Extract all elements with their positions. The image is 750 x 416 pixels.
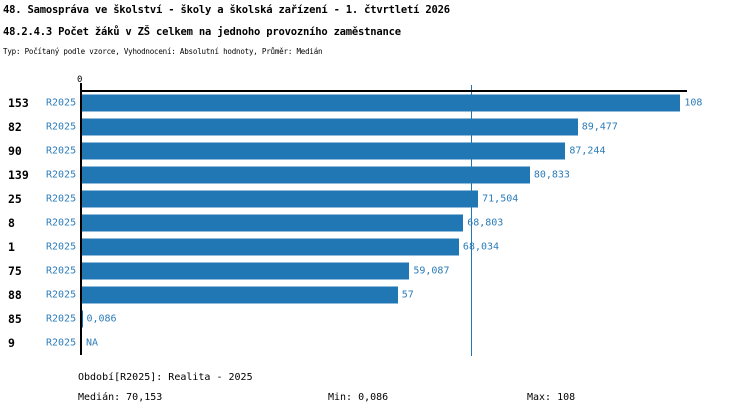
bar-track: 68,034 xyxy=(82,238,500,256)
row-period-label: R2025 xyxy=(46,193,77,205)
plot-top-border xyxy=(80,90,687,92)
bar-value-label: 108 xyxy=(684,97,703,109)
footer-median-stat: Medián: 70,153 xyxy=(78,392,163,403)
row-org-id: 1 xyxy=(8,240,15,254)
axis-origin-label: 0 xyxy=(77,75,83,85)
value-bar[interactable] xyxy=(82,166,530,184)
bar-track: 108 xyxy=(82,94,703,112)
row-org-id: 88 xyxy=(8,288,22,302)
value-bar[interactable] xyxy=(82,190,479,208)
footer-max-stat: Max: 108 xyxy=(527,392,576,403)
chart-title-sub: 48.2.4.3 Počet žáků v ZŠ celkem na jedno… xyxy=(3,26,401,38)
bar-track: NA xyxy=(82,335,98,352)
bar-track: 80,833 xyxy=(82,166,570,184)
chart-rows: 153 R2025 108 82 R2025 89,477 90 R2025 87,244 139… xyxy=(0,91,750,355)
chart-row: 75 R2025 59,087 xyxy=(0,259,750,283)
row-org-id: 139 xyxy=(8,168,29,182)
value-bar[interactable] xyxy=(82,262,410,280)
bar-value-label: NA xyxy=(86,337,99,349)
chart-row: 8 R2025 68,803 xyxy=(0,211,750,235)
bar-value-label: 57 xyxy=(401,289,414,301)
row-org-id: 75 xyxy=(8,264,22,278)
bar-track: 89,477 xyxy=(82,118,618,136)
bar-value-label: 87,244 xyxy=(569,145,606,157)
row-org-id: 85 xyxy=(8,312,22,326)
chart-row: 85 R2025 0,086 xyxy=(0,307,750,331)
row-period-label: R2025 xyxy=(46,217,77,229)
value-bar[interactable] xyxy=(82,118,578,136)
chart-row: 82 R2025 89,477 xyxy=(0,115,750,139)
chart-row: 1 R2025 68,034 xyxy=(0,235,750,259)
bar-track: 0,086 xyxy=(82,310,117,328)
bar-value-label: 71,504 xyxy=(482,193,519,205)
bar-value-label: 0,086 xyxy=(86,313,117,325)
median-reference-line xyxy=(471,85,472,356)
chart-row: 25 R2025 71,504 xyxy=(0,187,750,211)
chart-meta-line: Typ: Počítaný podle vzorce, Vyhodnocení:… xyxy=(3,47,323,56)
bar-value-label: 80,833 xyxy=(533,169,570,181)
value-bar[interactable] xyxy=(82,238,459,256)
footer-period-label: Období[R2025]: Realita - 2025 xyxy=(78,372,253,383)
chart-row: 88 R2025 57 xyxy=(0,283,750,307)
bar-track: 68,803 xyxy=(82,214,504,232)
chart-row: 153 R2025 108 xyxy=(0,91,750,115)
bar-value-label: 68,034 xyxy=(462,241,500,253)
value-bar[interactable] xyxy=(82,286,398,304)
bar-track: 57 xyxy=(82,286,414,304)
row-org-id: 153 xyxy=(8,96,29,110)
row-org-id: 8 xyxy=(8,216,15,230)
row-period-label: R2025 xyxy=(46,121,77,133)
chart-row: 9 R2025 NA xyxy=(0,331,750,355)
chart-title-main: 48. Samospráva ve školství - školy a ško… xyxy=(3,4,450,16)
row-period-label: R2025 xyxy=(46,145,77,157)
value-bar[interactable] xyxy=(82,142,566,160)
chart-row: 90 R2025 87,244 xyxy=(0,139,750,163)
value-bar[interactable] xyxy=(82,214,464,232)
row-period-label: R2025 xyxy=(46,313,77,325)
row-period-label: R2025 xyxy=(46,337,77,349)
row-org-id: 25 xyxy=(8,192,22,206)
row-period-label: R2025 xyxy=(46,97,77,109)
chart-row: 139 R2025 80,833 xyxy=(0,163,750,187)
bar-track: 87,244 xyxy=(82,142,606,160)
row-org-id: 9 xyxy=(8,336,15,350)
row-org-id: 90 xyxy=(8,144,22,158)
bar-track: 71,504 xyxy=(82,190,519,208)
row-period-label: R2025 xyxy=(46,241,77,253)
row-period-label: R2025 xyxy=(46,289,77,301)
bar-value-label: 59,087 xyxy=(413,265,450,277)
row-org-id: 82 xyxy=(8,120,22,134)
bar-value-label: 89,477 xyxy=(581,121,618,133)
row-period-label: R2025 xyxy=(46,265,77,277)
y-axis-line xyxy=(80,83,82,355)
footer-min-stat: Min: 0,086 xyxy=(328,392,389,403)
value-bar[interactable] xyxy=(82,94,681,112)
bar-value-label: 68,803 xyxy=(467,217,504,229)
row-period-label: R2025 xyxy=(46,169,77,181)
bar-track: 59,087 xyxy=(82,262,450,280)
